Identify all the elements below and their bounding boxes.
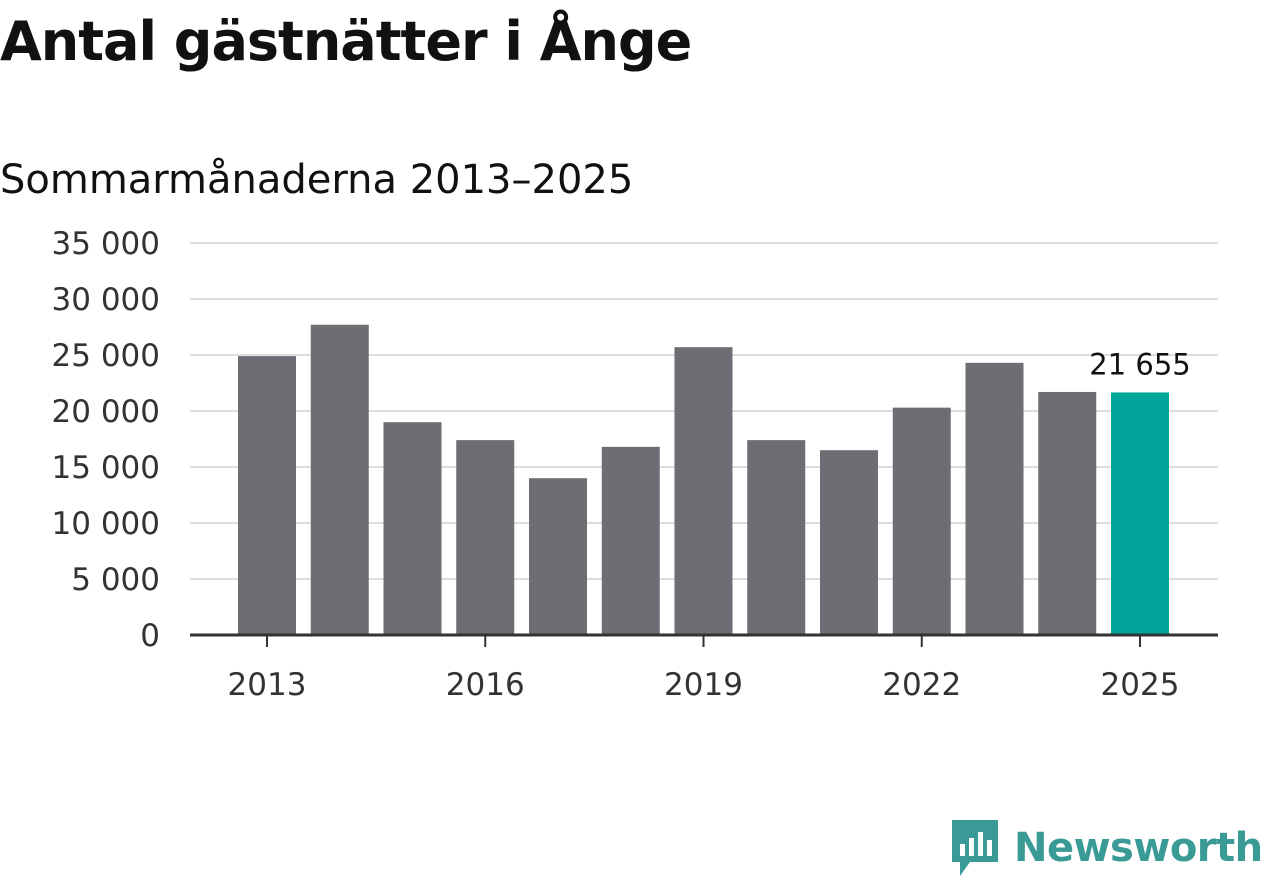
x-tick-label: 2016 xyxy=(446,667,525,703)
bar-2016 xyxy=(456,440,515,635)
newsworthy-logo-icon xyxy=(952,820,998,876)
bar-2023 xyxy=(965,362,1024,635)
data-labels: 21 655 xyxy=(1089,347,1190,381)
y-axis-ticks: 0 5 000 10 000 15 000 20 000 25 000 30 000 35 0… xyxy=(52,226,160,654)
bar-2015 xyxy=(383,422,442,635)
brand-name: Newsworthy xyxy=(1014,825,1262,871)
bar-2025 xyxy=(1111,392,1169,635)
bars xyxy=(238,324,1169,635)
bar-2019 xyxy=(674,347,733,635)
chart-subtitle: Sommarmånaderna 2013–2025 xyxy=(0,157,634,203)
y-tick-label: 20 000 xyxy=(52,394,160,430)
y-tick-label: 35 000 xyxy=(52,226,160,262)
x-tick-label: 2025 xyxy=(1101,667,1180,703)
x-tick-label: 2022 xyxy=(882,667,961,703)
x-tick-label: 2019 xyxy=(664,667,743,703)
y-tick-label: 5 000 xyxy=(71,562,160,598)
y-tick-label: 10 000 xyxy=(52,506,160,542)
bar-2014 xyxy=(310,324,369,635)
bar-2024 xyxy=(1038,391,1097,635)
brand-logo: Newsworthy xyxy=(950,818,1262,878)
y-tick-label: 25 000 xyxy=(52,338,160,374)
bar-2018 xyxy=(601,446,660,635)
x-tick-label: 2013 xyxy=(228,667,307,703)
y-tick-label: 15 000 xyxy=(52,450,160,486)
bar-2013 xyxy=(238,356,296,635)
x-axis-ticks: 2013 2016 2019 2022 2025 xyxy=(228,635,1180,703)
bar-2021 xyxy=(820,450,878,635)
y-tick-label: 0 xyxy=(140,618,160,654)
bar-2020 xyxy=(747,440,806,635)
bar-2017 xyxy=(529,478,587,635)
y-tick-label: 30 000 xyxy=(52,282,160,318)
chart-title: Antal gästnätter i Ånge xyxy=(0,10,692,73)
bar-2022 xyxy=(892,407,951,635)
data-label-2025: 21 655 xyxy=(1089,347,1190,381)
